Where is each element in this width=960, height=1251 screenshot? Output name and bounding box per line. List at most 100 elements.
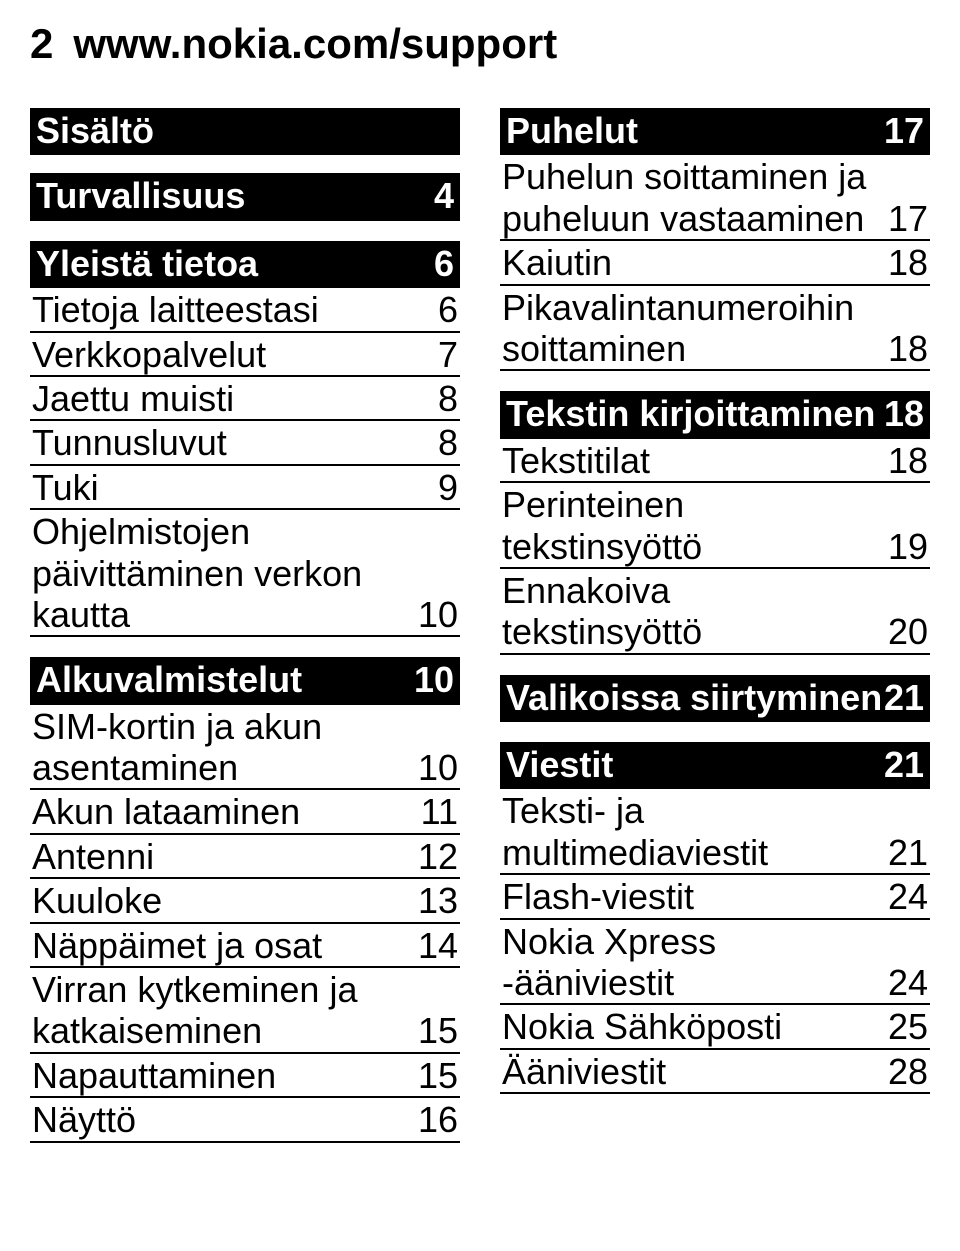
toc-entry-label: Tuki: [32, 467, 428, 508]
toc-entry[interactable]: Kuuloke13: [30, 879, 460, 923]
toc-entry-label: Näppäimet ja osat: [32, 925, 408, 966]
toc-entry[interactable]: Tietoja laitteestasi6: [30, 288, 460, 332]
toc-entry-label: SIM-kortin ja akun asentaminen: [32, 706, 408, 789]
toc-section-header[interactable]: Turvallisuus 4: [30, 173, 460, 220]
toc-section-label: Viestit: [506, 744, 613, 785]
toc-entry-label: Nokia Sähköposti: [502, 1006, 878, 1047]
toc-right-column: Puhelut 17Puhelun soittaminen ja puheluun…: [500, 108, 930, 1143]
toc-entry[interactable]: Tekstitilat18: [500, 439, 930, 483]
toc-entry-page: 10: [408, 747, 458, 788]
toc-entry-label: Akun lataaminen: [32, 791, 411, 832]
toc-entry-label: Verkkopalvelut: [32, 334, 428, 375]
toc-entry[interactable]: Tuki9: [30, 466, 460, 510]
toc-entry[interactable]: Nokia Xpress -ääniviestit24: [500, 920, 930, 1006]
toc-entry-page: 17: [878, 198, 928, 239]
toc-section-label: Turvallisuus: [36, 175, 245, 216]
toc-entry-label: Antenni: [32, 836, 408, 877]
toc-entry-page: 20: [878, 611, 928, 652]
toc-entry-page: 15: [408, 1010, 458, 1051]
toc-entry[interactable]: Ääniviestit28: [500, 1050, 930, 1094]
toc-entry-page: 13: [408, 880, 458, 921]
header-url: www.nokia.com/support: [73, 20, 557, 68]
toc-entry-label: Tunnusluvut: [32, 422, 428, 463]
toc-entry-label: Teksti- ja multimediaviestit: [502, 790, 878, 873]
toc-entry[interactable]: Verkkopalvelut7: [30, 333, 460, 377]
toc-entry-page: 12: [408, 836, 458, 877]
toc-entry-label: Ohjelmistojen päivittäminen verkon kautt…: [32, 511, 408, 635]
toc-section-page: 17: [884, 110, 924, 151]
toc-entry[interactable]: Tunnusluvut8: [30, 421, 460, 465]
toc-entry-page: 21: [878, 832, 928, 873]
toc-left-column: Sisältö Turvallisuus 4 Yleistä tietoa 6Tiet…: [30, 108, 460, 1143]
toc-entry[interactable]: Akun lataaminen11: [30, 790, 460, 834]
toc-section-header[interactable]: Tekstin kirjoittaminen18: [500, 391, 930, 438]
toc-entry-page: 15: [408, 1055, 458, 1096]
toc-entry-label: Kaiutin: [502, 242, 878, 283]
toc-section-page: 6: [434, 243, 454, 284]
toc-entry-page: 24: [878, 962, 928, 1003]
toc-entry-page: 8: [428, 378, 458, 419]
toc-entry[interactable]: Virran kytkeminen ja katkaiseminen15: [30, 968, 460, 1054]
toc-entry[interactable]: Näyttö16: [30, 1098, 460, 1142]
toc-entry[interactable]: Kaiutin18: [500, 241, 930, 285]
toc-entry-label: Tietoja laitteestasi: [32, 289, 428, 330]
toc-section-page: 4: [434, 175, 454, 216]
toc-entry[interactable]: Antenni12: [30, 835, 460, 879]
toc-entry-page: 28: [878, 1051, 928, 1092]
toc-entry-label: Nokia Xpress -ääniviestit: [502, 921, 878, 1004]
toc-entry-page: 18: [878, 328, 928, 369]
toc-entry-page: 19: [878, 526, 928, 567]
toc-section-header[interactable]: Valikoissa siirtyminen21: [500, 675, 930, 722]
toc-entry-page: 25: [878, 1006, 928, 1047]
toc-entry-page: 14: [408, 925, 458, 966]
toc-entry-page: 7: [428, 334, 458, 375]
toc-entry-label: Näyttö: [32, 1099, 408, 1140]
toc-section-label: Tekstin kirjoittaminen: [506, 393, 875, 434]
toc-entry-page: 11: [411, 791, 458, 832]
toc-section-page: 18: [884, 393, 924, 434]
toc-section-header[interactable]: Viestit 21: [500, 742, 930, 789]
toc-section-page: 21: [884, 677, 924, 718]
toc-entry[interactable]: Näppäimet ja osat14: [30, 924, 460, 968]
toc-entry[interactable]: Teksti- ja multimediaviestit21: [500, 789, 930, 875]
toc-entry[interactable]: Ohjelmistojen päivittäminen verkon kautt…: [30, 510, 460, 637]
toc-entry[interactable]: Puhelun soittaminen ja puheluun vastaami…: [500, 155, 930, 241]
toc-entry-page: 18: [878, 242, 928, 283]
toc-columns: Sisältö Turvallisuus 4 Yleistä tietoa 6Tiet…: [30, 108, 930, 1143]
toc-section-header[interactable]: Alkuvalmistelut 10: [30, 657, 460, 704]
toc-entry-page: 10: [408, 594, 458, 635]
toc-entry-page: 9: [428, 467, 458, 508]
toc-entry[interactable]: Ennakoiva tekstinsyöttö20: [500, 569, 930, 655]
toc-entry-label: Napauttaminen: [32, 1055, 408, 1096]
page-header: 2 www.nokia.com/support: [30, 20, 930, 68]
toc-entry-label: Jaettu muisti: [32, 378, 428, 419]
toc-section-header[interactable]: Yleistä tietoa 6: [30, 241, 460, 288]
toc-entry-label: Ennakoiva tekstinsyöttö: [502, 570, 878, 653]
page-number: 2: [30, 20, 53, 68]
toc-entry[interactable]: Pikavalintanumeroihin soittaminen18: [500, 286, 930, 372]
toc-section-label: Alkuvalmistelut: [36, 659, 302, 700]
toc-entry[interactable]: Jaettu muisti8: [30, 377, 460, 421]
toc-entry-label: Tekstitilat: [502, 440, 878, 481]
toc-entry[interactable]: Nokia Sähköposti25: [500, 1005, 930, 1049]
toc-section-page: 21: [884, 744, 924, 785]
toc-section-label: Puhelut: [506, 110, 638, 151]
toc-entry[interactable]: Napauttaminen15: [30, 1054, 460, 1098]
toc-entry-label: Flash-viestit: [502, 876, 878, 917]
toc-entry-page: 8: [428, 422, 458, 463]
toc-entry-page: 18: [878, 440, 928, 481]
toc-entry[interactable]: SIM-kortin ja akun asentaminen10: [30, 705, 460, 791]
toc-entry[interactable]: Flash-viestit24: [500, 875, 930, 919]
toc-entry[interactable]: Perinteinen tekstinsyöttö19: [500, 483, 930, 569]
toc-entry-label: Kuuloke: [32, 880, 408, 921]
toc-section-page: 10: [414, 659, 454, 700]
toc-title: Sisältö: [30, 108, 460, 155]
toc-entry-label: Perinteinen tekstinsyöttö: [502, 484, 878, 567]
toc-section-label: Yleistä tietoa: [36, 243, 258, 284]
toc-section-label: Valikoissa siirtyminen: [506, 677, 882, 718]
toc-entry-page: 16: [408, 1099, 458, 1140]
toc-section-header[interactable]: Puhelut 17: [500, 108, 930, 155]
toc-entry-label: Pikavalintanumeroihin soittaminen: [502, 287, 878, 370]
toc-entry-page: 24: [878, 876, 928, 917]
toc-entry-label: Ääniviestit: [502, 1051, 878, 1092]
